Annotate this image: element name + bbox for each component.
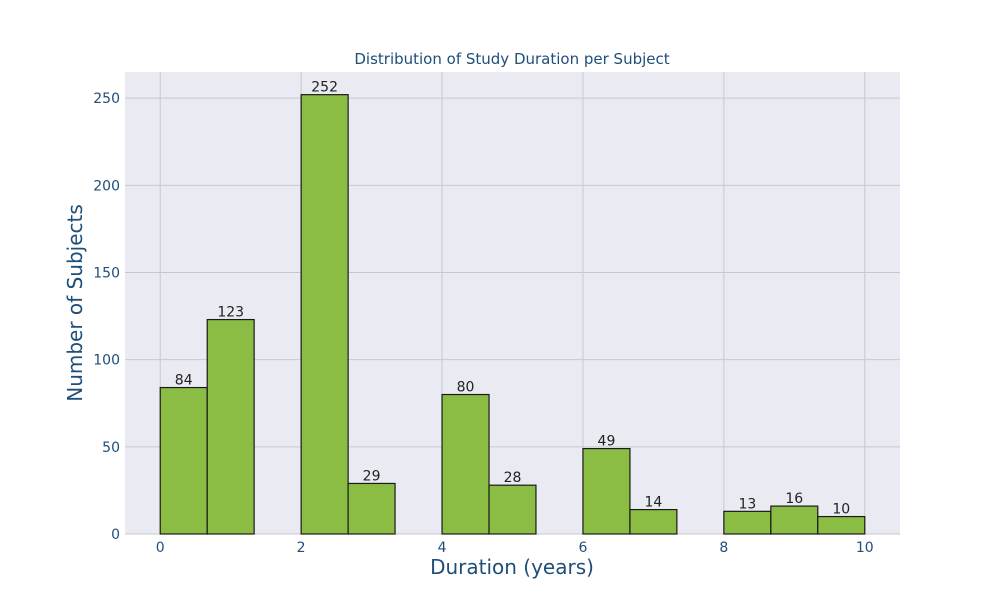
- bar-value-label: 29: [363, 468, 381, 484]
- bar-value-label: 80: [457, 380, 475, 396]
- histogram-bar: [629, 508, 678, 535]
- histogram-bar: [770, 505, 819, 535]
- bar-value-label: 252: [311, 80, 338, 96]
- x-tick-label: 2: [297, 540, 306, 556]
- histogram-bar: [817, 515, 866, 535]
- histogram-bar: [441, 393, 490, 535]
- bar-value-label: 16: [785, 491, 803, 507]
- x-axis-title: Duration (years): [430, 555, 594, 579]
- bar-value-label: 14: [644, 495, 662, 511]
- x-tick-label: 4: [438, 540, 447, 556]
- y-tick-labels: 0 50 100 150 200 250: [93, 91, 120, 543]
- data-labels: 84 123 252 29 80 28 49 14 13 16 10: [175, 80, 850, 518]
- histogram-bar: [582, 447, 631, 535]
- chart-title: Distribution of Study Duration per Subje…: [354, 50, 669, 68]
- histogram-bar: [347, 482, 396, 535]
- histogram-bar: [206, 318, 255, 535]
- x-tick-label: 10: [856, 540, 874, 556]
- histogram-bar: [488, 484, 537, 535]
- x-tick-label: 6: [578, 540, 587, 556]
- y-tick-label: 250: [93, 91, 120, 107]
- bars: [159, 94, 866, 535]
- y-tick-label: 100: [93, 353, 120, 369]
- bar-value-label: 49: [598, 434, 616, 450]
- x-tick-label: 0: [156, 540, 165, 556]
- bar-value-label: 84: [175, 373, 193, 389]
- histogram-bar: [300, 94, 349, 535]
- x-tick-label: 8: [719, 540, 728, 556]
- y-tick-label: 50: [102, 440, 120, 456]
- bar-value-label: 28: [504, 470, 522, 486]
- y-tick-label: 150: [93, 265, 120, 281]
- x-tick-labels: 0 2 4 6 8 10: [156, 540, 874, 556]
- y-tick-label: 0: [111, 527, 120, 543]
- bar-value-label: 10: [832, 502, 850, 518]
- y-axis-title: Number of Subjects: [63, 204, 87, 402]
- histogram-bar: [159, 386, 208, 535]
- bar-value-label: 13: [738, 496, 756, 512]
- y-tick-label: 200: [93, 178, 120, 194]
- bar-value-label: 123: [217, 305, 244, 321]
- histogram-bar: [723, 510, 772, 535]
